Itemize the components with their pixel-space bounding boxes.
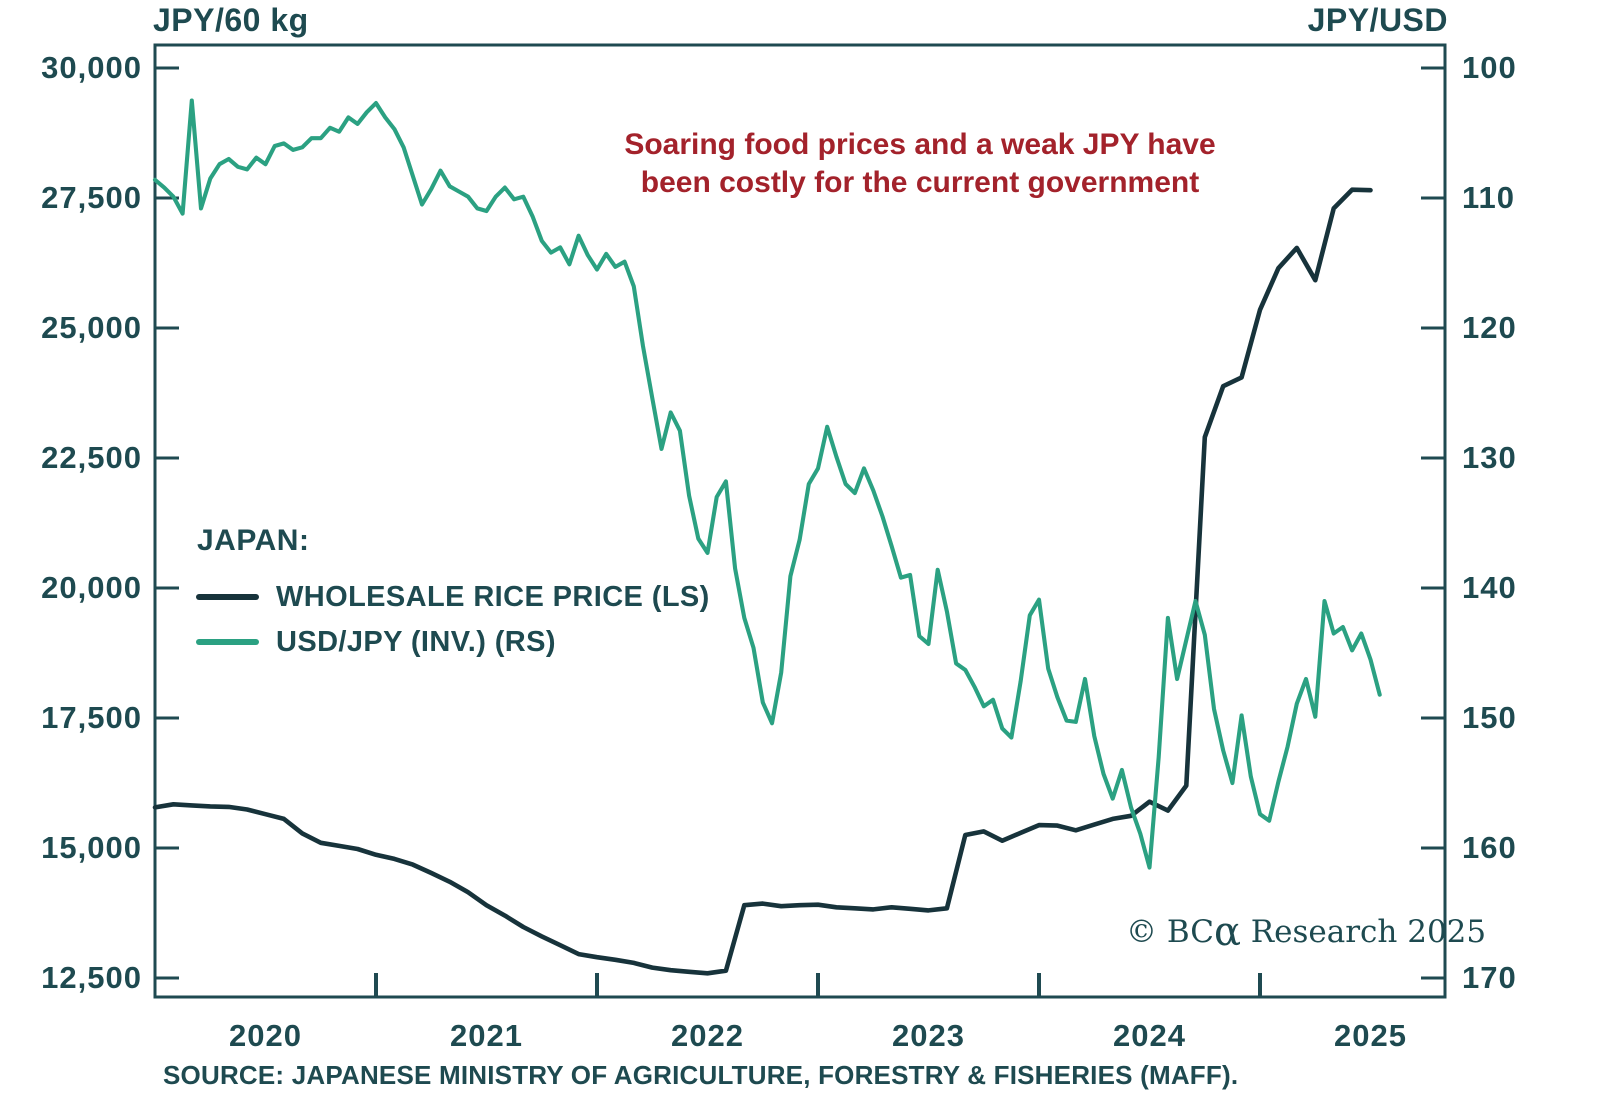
right-axis-tick-label: 110 — [1462, 180, 1516, 215]
usdjpy-legend-swatch — [196, 639, 259, 645]
x-axis-year-label: 2023 — [892, 1018, 965, 1053]
left-axis-tick-label: 30,000 — [41, 50, 142, 85]
right-axis-tick-label: 170 — [1462, 960, 1517, 995]
left-axis-tick-label: 15,000 — [41, 830, 142, 865]
right-axis-tick-label: 120 — [1462, 310, 1517, 345]
legend-title: JAPAN: — [197, 524, 310, 557]
rice-price-line — [152, 187, 1373, 976]
right-axis-tick-label: 100 — [1462, 50, 1517, 85]
x-axis-year-label: 2021 — [450, 1018, 523, 1053]
right-axis-tick-label: 160 — [1462, 830, 1517, 865]
left-axis-tick-label: 25,000 — [41, 310, 142, 345]
source-note: SOURCE: JAPANESE MINISTRY OF AGRICULTURE… — [163, 1060, 1239, 1090]
x-axis-year-label: 2022 — [671, 1018, 744, 1053]
usdjpy-legend-label: USD/JPY (INV.) (RS) — [276, 626, 556, 658]
right-axis-title: JPY/USD — [1307, 2, 1448, 38]
left-axis-tick-label: 27,500 — [41, 180, 142, 215]
x-axis-year-label: 2024 — [1113, 1018, 1186, 1053]
x-axis-year-label: 2020 — [229, 1018, 302, 1053]
left-axis-title: JPY/60 kg — [153, 2, 309, 38]
rice-price-legend-swatch — [196, 594, 259, 600]
plot-border — [153, 43, 1447, 999]
bca-research-watermark: © BCα Research 2025 — [1126, 912, 1487, 952]
usdjpy-line — [152, 98, 1382, 870]
alpha-glyph: α — [1213, 909, 1241, 955]
annotation-line-1: Soaring food prices and a weak JPY have — [624, 128, 1216, 161]
right-axis-tick-label: 130 — [1462, 440, 1517, 475]
left-axis-tick-label: 22,500 — [41, 440, 142, 475]
left-axis-tick-label: 20,000 — [41, 570, 142, 605]
x-axis-year-label: 2025 — [1334, 1018, 1407, 1053]
right-axis-tick-label: 140 — [1462, 570, 1517, 605]
left-axis-tick-label: 17,500 — [41, 700, 142, 735]
watermark-suffix: Research 2025 — [1240, 914, 1487, 950]
watermark-prefix: © BC — [1126, 914, 1214, 950]
rice-price-legend-label: WHOLESALE RICE PRICE (LS) — [276, 581, 710, 613]
left-axis-tick-label: 12,500 — [41, 960, 142, 995]
chart-annotation: Soaring food prices and a weak JPY have … — [560, 126, 1280, 202]
right-axis-tick-label: 150 — [1462, 700, 1517, 735]
annotation-line-2: been costly for the current government — [640, 166, 1200, 199]
